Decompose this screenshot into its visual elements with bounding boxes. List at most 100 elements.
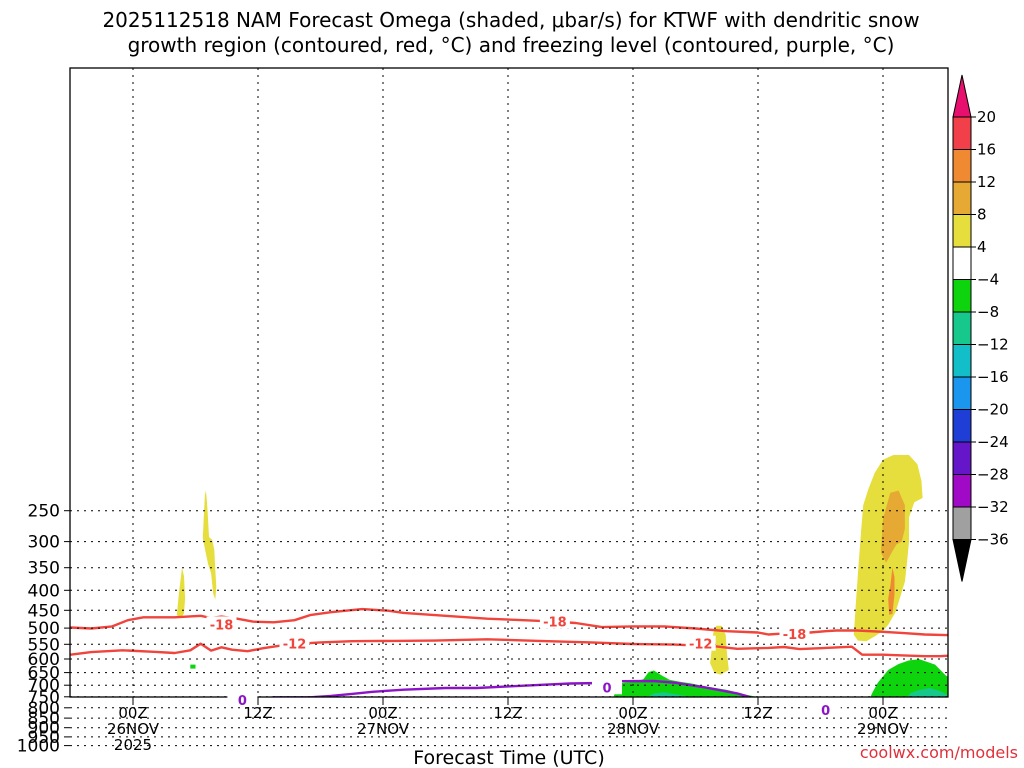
contour-label-0-2: -18 [783, 628, 807, 643]
x-tick-label: 12Z [243, 704, 272, 722]
colorbar-bin [952, 506, 972, 540]
contour-label-bg [779, 625, 810, 641]
x-tick-label: 00Z [368, 704, 397, 722]
omega-region-9 [888, 567, 895, 615]
y-tick-label: 400 [28, 581, 60, 601]
colorbar-tick-label: −24 [977, 433, 1009, 451]
contour-label-0-0: -18 [210, 618, 234, 633]
colorbar-tick-label: −20 [977, 401, 1009, 419]
colorbar-bin [952, 441, 972, 475]
contour-label-1-0: -12 [283, 638, 307, 653]
omega-region-11 [648, 692, 694, 697]
y-tick-label: 650 [28, 664, 60, 684]
contour-lines [70, 607, 948, 697]
omega-region-8 [880, 490, 905, 563]
y-tick-label: 900 [28, 719, 60, 739]
colorbar-bin [952, 149, 972, 183]
contour-line-1 [70, 638, 948, 658]
omega-region-14 [916, 705, 937, 713]
omega-region-1 [202, 490, 217, 600]
contour-label-bg [206, 616, 237, 632]
omega-region-2 [190, 664, 196, 669]
y-tick-label: 300 [28, 533, 60, 553]
omega-region-3 [164, 727, 237, 733]
y-tick-label: 700 [28, 676, 60, 696]
colorbar-bin [952, 214, 972, 248]
colorbar-tick-label: −28 [977, 466, 1009, 484]
colorbar: 20 16 12 8 4 −4 −8 −12 −16 −20 −24 −28 −32 −36 [952, 74, 1009, 582]
y-tick-label: 1000 [17, 737, 60, 757]
contour-line-0 [70, 607, 948, 637]
contour-label-2-1: 0 [602, 681, 611, 696]
y-tick-label: 850 [28, 709, 60, 729]
y-tick-label: 800 [28, 699, 60, 719]
contour-line-2 [268, 679, 754, 697]
x-tick-label: 00Z [868, 704, 897, 722]
contour-label-bg [227, 691, 258, 707]
chart-title-line1: 2025112518 NAM Forecast Omega (shaded, μ… [102, 8, 919, 32]
colorbar-tick-label: −4 [977, 271, 999, 289]
colorbar-tick-label: −32 [977, 498, 1009, 516]
x-tick-label: 00Z [118, 704, 147, 722]
x-tick-label: 27NOV [357, 720, 410, 738]
x-axis-label: Forecast Time (UTC) [413, 747, 604, 768]
colorbar-tick-label: 16 [977, 141, 996, 159]
y-tick-label: 750 [28, 688, 60, 708]
x-tick-label: 28NOV [607, 720, 660, 738]
x-tick-label: 2025 [114, 736, 152, 754]
colorbar-tick-label: −36 [977, 531, 1009, 549]
colorbar-tick-label: −8 [977, 303, 999, 321]
colorbar-bottom-arrow [952, 539, 972, 582]
colorbar-bin [952, 474, 972, 508]
contour-label-0-1: -18 [543, 616, 567, 631]
contour-label-1-1: -12 [689, 638, 713, 653]
y-tick-label: 950 [28, 728, 60, 748]
x-tick-label: 29NOV [857, 720, 910, 738]
contour-label-bg [539, 613, 570, 629]
credit-text: coolwx.com/models [860, 743, 1018, 762]
colorbar-bin [952, 376, 972, 410]
colorbar-tick-label: 20 [977, 108, 996, 126]
contour-label-2-2: 0 [821, 704, 830, 719]
omega-region-13 [907, 688, 948, 697]
colorbar-bin [952, 344, 972, 378]
y-tick-label: 250 [28, 502, 60, 522]
x-tick-label: 12Z [493, 704, 522, 722]
y-tick-label: 600 [28, 650, 60, 670]
contour-labels: -18 -18 -18 -12 -12 0 0 0 [206, 613, 841, 719]
plot-frame [69, 67, 949, 698]
x-tick-label: 12Z [743, 704, 772, 722]
colorbar-bin [952, 311, 972, 345]
x-tick-label: 26NOV [107, 720, 160, 738]
omega-region-12 [670, 704, 722, 713]
contour-label-bg [685, 635, 716, 651]
colorbar-tick-label: 8 [977, 206, 987, 224]
y-tick-label: 450 [28, 601, 60, 621]
contour-label-bg [279, 635, 310, 651]
contour-label-bg [592, 679, 622, 695]
x-tick-label: 00Z [618, 704, 647, 722]
y-tick-label: 550 [28, 635, 60, 655]
colorbar-tick-label: −12 [977, 336, 1009, 354]
contour-label-2-0: 0 [238, 694, 247, 709]
contour-label-bg [810, 701, 841, 717]
omega-shading [164, 455, 948, 733]
colorbar-bin [952, 181, 972, 215]
colorbar-tick-label: 12 [977, 173, 996, 191]
chart-title-line2: growth region (contoured, red, °C) and f… [128, 33, 895, 57]
colorbar-bin [952, 279, 972, 313]
colorbar-tick-label: −16 [977, 368, 1009, 386]
colorbar-bin [952, 246, 972, 280]
omega-region-4 [508, 730, 591, 732]
y-tick-label: 350 [28, 559, 60, 579]
colorbar-top-arrow [952, 74, 972, 118]
omega-region-0 [176, 567, 186, 619]
colorbar-bin [952, 116, 972, 150]
omega-region-10 [613, 659, 948, 697]
y-tick-label: 500 [28, 619, 60, 639]
y-axis-ticks: 250 300 3504004505005506006507007508008509… [17, 502, 70, 757]
colorbar-bin [952, 409, 972, 443]
colorbar-tick-label: 4 [977, 238, 987, 256]
